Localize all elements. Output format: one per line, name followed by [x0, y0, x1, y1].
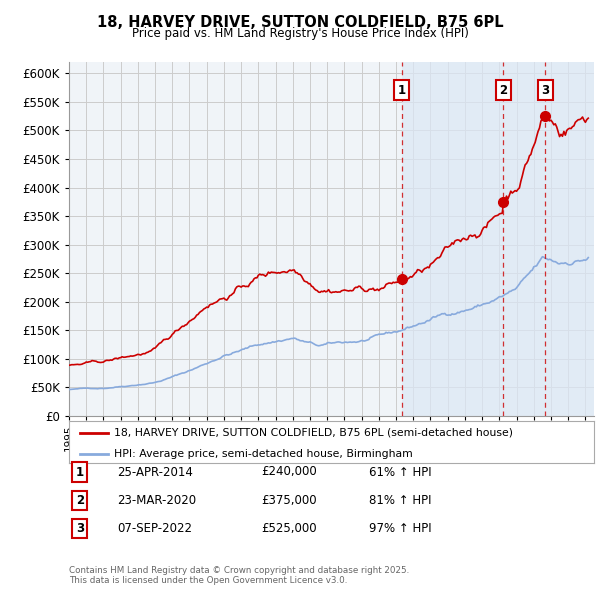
Text: £240,000: £240,000 — [261, 466, 317, 478]
Text: 2: 2 — [499, 84, 508, 97]
Text: 18, HARVEY DRIVE, SUTTON COLDFIELD, B75 6PL (semi-detached house): 18, HARVEY DRIVE, SUTTON COLDFIELD, B75 … — [113, 428, 512, 438]
Text: HPI: Average price, semi-detached house, Birmingham: HPI: Average price, semi-detached house,… — [113, 449, 412, 459]
Text: 25-APR-2014: 25-APR-2014 — [117, 466, 193, 478]
Text: 07-SEP-2022: 07-SEP-2022 — [117, 522, 192, 535]
Text: 2: 2 — [76, 494, 84, 507]
Text: 1: 1 — [397, 84, 406, 97]
Text: 18, HARVEY DRIVE, SUTTON COLDFIELD, B75 6PL: 18, HARVEY DRIVE, SUTTON COLDFIELD, B75 … — [97, 15, 503, 30]
Text: 3: 3 — [76, 522, 84, 535]
Text: 97% ↑ HPI: 97% ↑ HPI — [369, 522, 431, 535]
Text: 81% ↑ HPI: 81% ↑ HPI — [369, 494, 431, 507]
Text: 23-MAR-2020: 23-MAR-2020 — [117, 494, 196, 507]
Bar — [401, 62, 594, 416]
Text: 3: 3 — [541, 84, 550, 97]
Text: Price paid vs. HM Land Registry's House Price Index (HPI): Price paid vs. HM Land Registry's House … — [131, 27, 469, 40]
Text: Contains HM Land Registry data © Crown copyright and database right 2025.
This d: Contains HM Land Registry data © Crown c… — [69, 566, 409, 585]
Text: 61% ↑ HPI: 61% ↑ HPI — [369, 466, 431, 478]
Text: £525,000: £525,000 — [261, 522, 317, 535]
Text: £375,000: £375,000 — [261, 494, 317, 507]
Text: 1: 1 — [76, 466, 84, 478]
